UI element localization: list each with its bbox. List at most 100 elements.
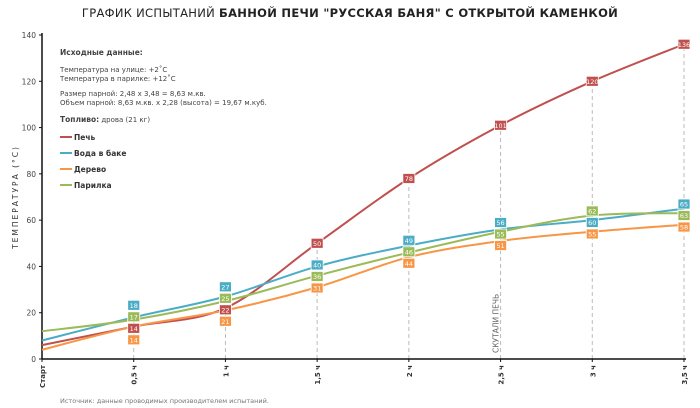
series-4	[41, 212, 685, 333]
x-tick-label: 3,5 ч	[681, 365, 689, 385]
data-label-text: 14	[130, 336, 138, 344]
y-tick-label: 20	[26, 309, 36, 318]
data-label-box	[677, 198, 691, 210]
data-label-text: 78	[405, 175, 413, 183]
data-label: 65	[677, 198, 691, 210]
legend-swatch	[60, 152, 72, 154]
data-label-box	[585, 228, 599, 240]
data-label: 21	[219, 315, 232, 327]
fuel-value: дрова (21 кг)	[101, 116, 151, 124]
source-note: Источник: данные проводимых производител…	[60, 397, 269, 405]
data-label: 58	[677, 221, 691, 233]
data-label: 14	[127, 334, 141, 346]
data-label-box	[219, 304, 232, 316]
y-tick-label: 80	[26, 170, 36, 179]
data-label-text: 40	[313, 261, 321, 269]
data-label-box	[402, 246, 416, 258]
data-label-text: 51	[496, 242, 504, 250]
data-label: 14	[127, 322, 141, 334]
data-label-box	[677, 38, 691, 50]
legend-swatch	[60, 184, 72, 186]
legend-label: Печь	[74, 132, 96, 142]
data-label-box	[310, 282, 324, 294]
legend-item: Печь	[60, 129, 267, 145]
data-label-text: 55	[588, 230, 596, 238]
data-label-text: 58	[680, 224, 688, 232]
data-label-text: 120	[586, 78, 598, 86]
data-label-box	[585, 75, 599, 87]
series-line	[41, 223, 685, 351]
legend-label: Дерево	[74, 164, 107, 174]
data-label-box	[494, 228, 507, 240]
legend-item: Парилка	[60, 177, 267, 193]
x-tick-label: Старт	[39, 364, 47, 388]
legend-label: Парилка	[74, 180, 112, 190]
data-label: 120	[585, 75, 599, 87]
data-label: 78	[402, 173, 416, 184]
data-label-box	[494, 217, 507, 228]
data-label-text: 60	[588, 219, 596, 227]
data-label-box	[127, 322, 141, 334]
y-tick-label: 40	[26, 262, 36, 271]
data-label-box	[310, 259, 324, 271]
data-label-text: 62	[588, 207, 596, 215]
data-label: 18	[127, 299, 141, 311]
data-label-box	[219, 292, 232, 304]
data-label-box	[402, 173, 416, 184]
data-label-text: 22	[221, 306, 229, 314]
info-room-size: Размер парной: 2,48 х 3,48 = 8,63 м.кв.	[60, 90, 206, 98]
data-label-text: 49	[405, 237, 413, 245]
data-label: 49	[402, 234, 416, 246]
data-label-text: 36	[313, 273, 321, 281]
data-label-box	[494, 119, 507, 131]
data-label-box	[219, 315, 232, 327]
data-label: 22	[219, 304, 232, 316]
data-label: 55	[494, 228, 507, 240]
data-label: 36	[310, 271, 324, 282]
info-heading: Исходные данные:	[60, 48, 143, 57]
data-label: 56	[494, 217, 507, 228]
data-label: 17	[127, 311, 141, 323]
y-tick-label: 100	[22, 124, 37, 133]
data-label: 136	[677, 38, 691, 50]
data-label: 46	[402, 246, 416, 258]
data-label-box	[677, 221, 691, 233]
info-room-volume: Объем парной: 8,63 м.кв. х 2,28 (высота)…	[60, 99, 267, 107]
x-tick-label: 3 ч	[589, 365, 597, 377]
legend-swatch	[60, 168, 72, 170]
data-label-box	[127, 334, 141, 346]
data-label-text: 101	[494, 122, 506, 130]
data-label-text: 50	[313, 240, 321, 248]
data-labels: 14 22 50 78 101 120 136 18 27 40 49 56 60 65 14 21 31 44 5…	[127, 38, 691, 346]
legend-item: Вода в баке	[60, 145, 267, 161]
data-label: 27	[219, 281, 232, 293]
data-label: 31	[310, 282, 324, 294]
data-label-box	[402, 234, 416, 246]
x-tick-label: 1,5 ч	[314, 365, 322, 385]
info-box: Исходные данные: Температура на улице: +…	[60, 48, 267, 193]
data-label-text: 14	[130, 325, 138, 333]
series-3	[41, 223, 685, 351]
data-label: 44	[402, 257, 416, 269]
data-label: 25	[219, 292, 232, 304]
x-tick-label: 2 ч	[406, 365, 414, 377]
data-label-text: 44	[405, 260, 413, 268]
fuel-label: Топливо:	[60, 115, 100, 124]
data-label-text: 56	[496, 219, 504, 227]
info-fuel: Топливо: дрова (21 кг)	[60, 115, 267, 125]
data-label-box	[310, 237, 324, 249]
y-tick-label: 0	[31, 355, 36, 364]
annotation-label: СКУТАЛИ ПЕЧЬ	[492, 294, 501, 353]
y-tick-label: 120	[22, 77, 37, 86]
data-label-text: 18	[130, 302, 138, 310]
data-label-text: 65	[680, 201, 688, 209]
series-2	[41, 207, 685, 342]
data-label-text: 25	[221, 295, 229, 303]
data-label: 62	[585, 205, 599, 217]
data-label-text: 46	[405, 248, 413, 256]
data-label-box	[494, 240, 507, 251]
legend: Печь Вода в баке Дерево Парилка	[60, 129, 267, 193]
data-label-text: 27	[221, 283, 229, 291]
legend-label: Вода в баке	[74, 148, 127, 158]
